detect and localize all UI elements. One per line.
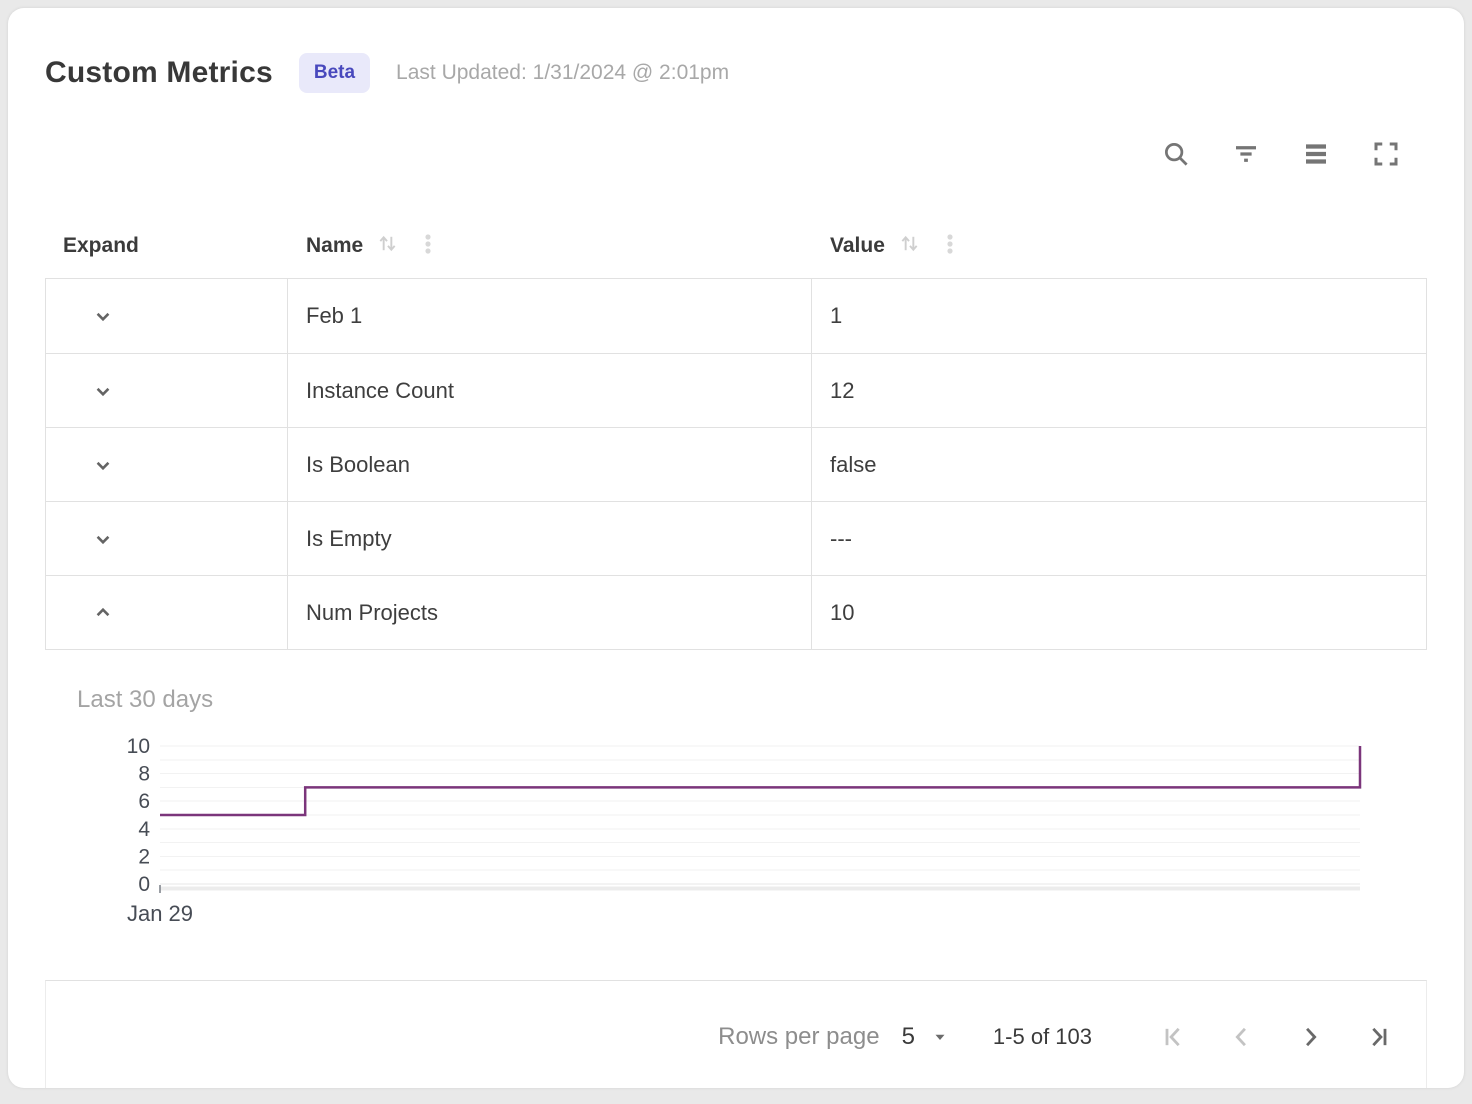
previous-page-icon[interactable] [1228, 1023, 1256, 1051]
custom-metrics-card: Custom Metrics Beta Last Updated: 1/31/2… [8, 8, 1464, 1088]
filter-icon[interactable] [1231, 139, 1261, 169]
expand-cell [46, 354, 288, 427]
first-page-icon[interactable] [1160, 1023, 1188, 1051]
column-header-name[interactable]: Name [288, 232, 812, 261]
table-row: Feb 1 1 [46, 279, 1426, 353]
next-page-icon[interactable] [1296, 1023, 1324, 1051]
svg-text:Jan 29: Jan 29 [127, 901, 193, 926]
column-header-expand-label: Expand [63, 234, 139, 257]
expand-cell [46, 279, 288, 353]
svg-text:8: 8 [138, 763, 150, 786]
svg-text:4: 4 [138, 818, 150, 841]
name-cell: Feb 1 [288, 279, 812, 353]
rows-per-page-value: 5 [901, 1022, 915, 1050]
table-row-expanded: Num Projects 10 [46, 575, 1426, 649]
value-cell: false [830, 451, 877, 477]
table-body: Feb 1 1 Instance Count 12 Is Boolean fal… [45, 278, 1427, 650]
sort-icon[interactable] [898, 232, 921, 260]
collapse-row-button[interactable] [90, 600, 116, 626]
svg-text:10: 10 [127, 735, 150, 758]
name-cell: Is Boolean [288, 428, 812, 501]
page-title: Custom Metrics [45, 56, 273, 89]
svg-text:0: 0 [138, 873, 150, 896]
expand-row-button[interactable] [90, 452, 116, 478]
expand-cell [46, 502, 288, 575]
column-header-value[interactable]: Value [812, 232, 1427, 261]
step-line-chart: 10 8 6 4 2 0 Jan 29 [45, 734, 1427, 939]
value-cell: --- [830, 525, 852, 551]
density-icon[interactable] [1301, 139, 1331, 169]
value-cell: 10 [830, 599, 855, 625]
grid-toolbar [45, 134, 1427, 174]
expand-row-button[interactable] [90, 303, 116, 329]
beta-badge: Beta [298, 53, 371, 93]
dropdown-arrow-icon [931, 1028, 949, 1046]
chart-title: Last 30 days [77, 686, 214, 713]
column-header-expand: Expand [45, 234, 288, 258]
last-page-icon[interactable] [1364, 1023, 1392, 1051]
column-menu-icon[interactable] [940, 232, 960, 261]
value-cell: 1 [830, 303, 843, 328]
table-header-row: Expand Name Value [45, 214, 1427, 278]
pagination-controls [1120, 1023, 1392, 1051]
last-updated-text: Last Updated: 1/31/2024 @ 2:01pm [396, 61, 730, 84]
value-cell: 12 [830, 377, 855, 403]
column-menu-icon[interactable] [418, 232, 438, 261]
expand-row-button[interactable] [90, 526, 116, 552]
table-row: Is Boolean false [46, 427, 1426, 501]
column-header-name-label: Name [306, 234, 364, 257]
svg-text:2: 2 [138, 845, 150, 868]
expand-row-button[interactable] [90, 378, 116, 404]
row-detail-panel: Last 30 days 10 8 6 4 2 0 Jan 29 [45, 650, 1427, 980]
fullscreen-icon[interactable] [1371, 139, 1401, 169]
page-range-label: 1-5 of 103 [992, 1023, 1092, 1049]
svg-text:6: 6 [138, 790, 150, 813]
table-footer: Rows per page 5 1-5 of 103 [45, 980, 1427, 1088]
table-row: Is Empty --- [46, 501, 1426, 575]
page-header: Custom Metrics Beta Last Updated: 1/31/2… [45, 48, 1427, 98]
column-header-value-label: Value [830, 234, 885, 257]
rows-per-page-select[interactable]: 5 [902, 1023, 949, 1051]
expand-cell [46, 576, 288, 649]
rows-per-page-label: Rows per page [718, 1022, 880, 1050]
expand-cell [46, 428, 288, 501]
table-row: Instance Count 12 [46, 353, 1426, 427]
sort-icon[interactable] [376, 232, 399, 260]
name-cell: Is Empty [288, 502, 812, 575]
search-icon[interactable] [1161, 139, 1191, 169]
name-cell: Num Projects [288, 576, 812, 649]
name-cell: Instance Count [288, 354, 812, 427]
